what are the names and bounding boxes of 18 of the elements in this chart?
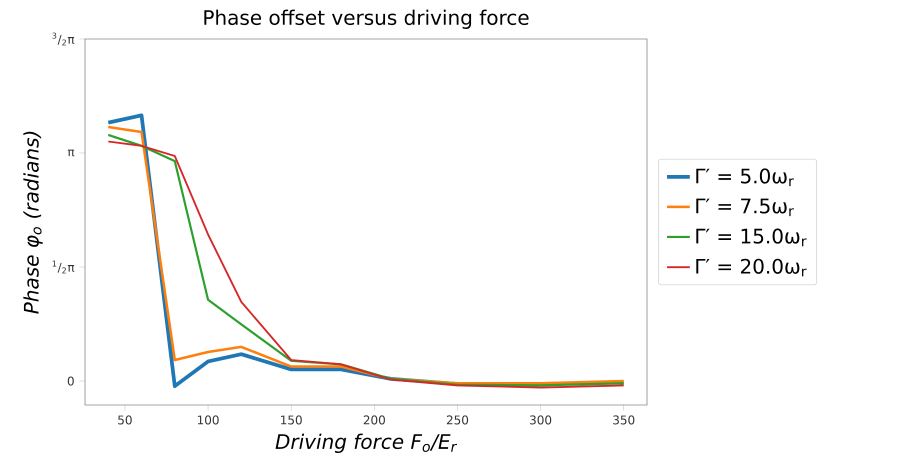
x-tick-label: 150	[281, 415, 302, 424]
y-axis-title: Phase φ$_{o}$ (radians)	[23, 132, 43, 314]
x-tick-label: 50	[118, 415, 132, 424]
x-tick-label: 300	[530, 415, 552, 424]
chart-title: Phase offset versus driving force	[204, 10, 529, 29]
legend-label: Γ′ = 7.5ω$_{r}$	[696, 198, 794, 216]
y-tick-label: $^{1}$/$_{2}$π	[52, 260, 74, 274]
y-tick-label: π	[68, 150, 74, 156]
x-axis-title: Driving force F$_{o}$/E$_{r}$	[276, 434, 458, 453]
x-tick-label: 100	[198, 415, 219, 424]
legend-label: Γ′ = 20.0ω$_{r}$	[696, 258, 807, 276]
y-tick-label: $^{3}$/$_{2}$π	[52, 32, 74, 46]
y-tick-label: 0	[68, 376, 74, 386]
x-tick-label: 200	[364, 415, 385, 424]
x-tick-label: 350	[613, 415, 634, 424]
legend-label: Γ′ = 15.0ω$_{r}$	[696, 228, 807, 246]
x-tick-label: 250	[446, 415, 468, 424]
legend-label: Γ′ = 5.0ω$_{r}$	[696, 168, 794, 186]
